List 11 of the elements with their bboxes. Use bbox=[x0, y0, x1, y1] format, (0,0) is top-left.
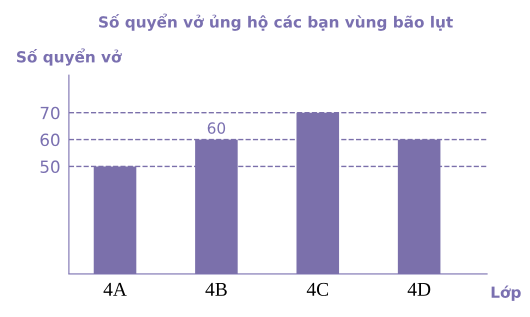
y-tick-label: 60 bbox=[40, 134, 60, 146]
y-axis-title: Số quyển vở bbox=[16, 48, 122, 66]
chart-title: Số quyển vở ủng hộ các bạn vùng bão lụt bbox=[99, 14, 453, 31]
x-axis-title: Lớp bbox=[492, 286, 521, 301]
x-tick-label: 4B bbox=[205, 282, 227, 296]
y-tick-label: 50 bbox=[40, 160, 60, 174]
x-tick-label: 4C bbox=[306, 282, 328, 296]
x-tick-label: 4D bbox=[408, 282, 430, 296]
data-label: 60 bbox=[208, 122, 226, 134]
y-tick-label: 70 bbox=[40, 106, 60, 120]
x-tick-label: 4A bbox=[104, 282, 127, 296]
